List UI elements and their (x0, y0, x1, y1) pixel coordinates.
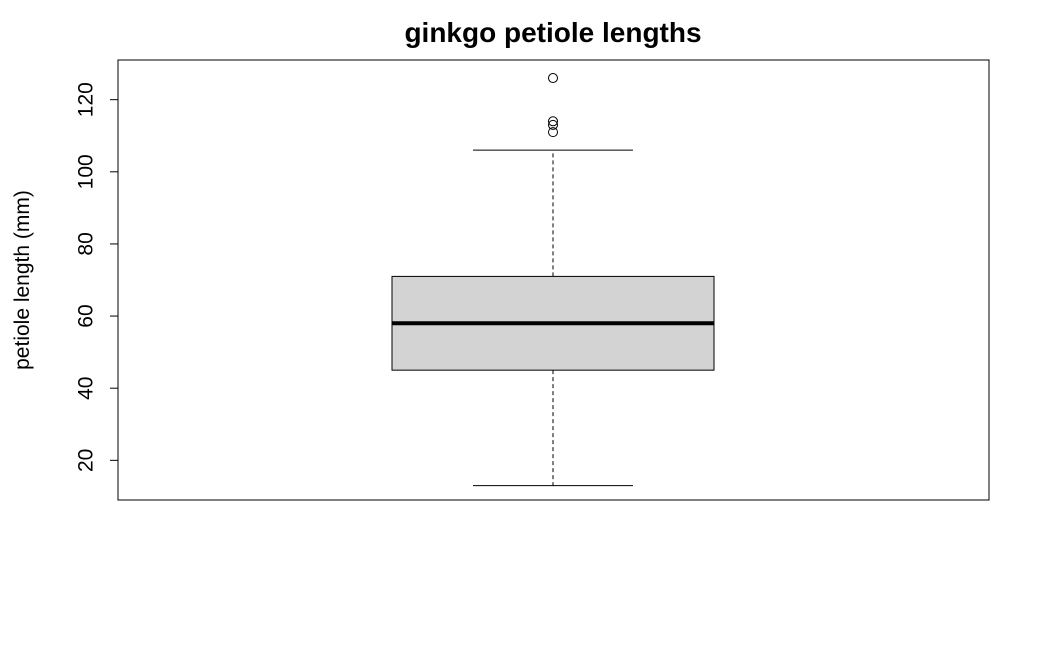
y-tick-label: 100 (74, 154, 97, 189)
y-axis: 20 40 60 80 100 120 (74, 82, 119, 472)
y-tick-label: 120 (74, 82, 97, 117)
outlier-point (548, 119, 558, 130)
y-tick-label: 80 (74, 232, 97, 255)
boxplot (391, 73, 715, 487)
outlier-point (548, 127, 558, 138)
outliers (548, 73, 558, 138)
outlier-point (548, 73, 558, 84)
chart-title: ginkgo petiole lengths (404, 17, 701, 48)
y-tick-label: 20 (74, 449, 97, 472)
y-tick-label: 60 (74, 304, 97, 327)
y-axis-label: petiole length (mm) (11, 190, 34, 370)
outlier-point (548, 116, 558, 127)
y-tick-label: 40 (74, 377, 97, 400)
